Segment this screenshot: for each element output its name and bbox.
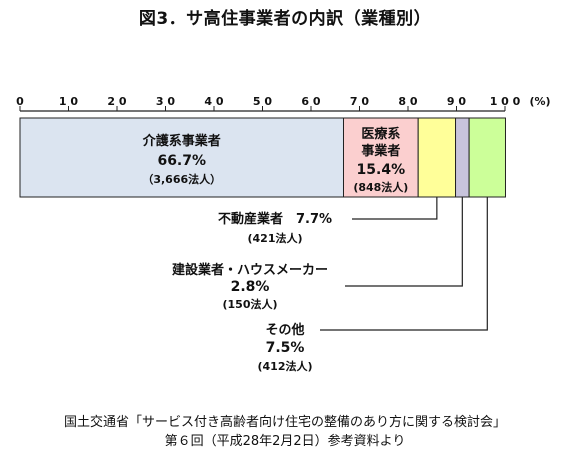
bar-segment-1 [19,117,344,198]
bar-segment-4 [455,117,470,198]
segment-5-percent: 7.5% [266,340,305,356]
segment-4-percent: 2.8% [231,279,270,295]
x-tick-label: 2 0 [107,95,126,108]
segment-3-name-percent: 不動産業者 7.7% [218,211,332,227]
x-tick-label: 5 0 [253,95,272,108]
x-tick-label: 6 0 [301,95,320,108]
x-tick-label: 7 0 [350,95,369,108]
segment-1-percent: 66.7% [157,153,206,169]
leader-line-4 [345,197,463,287]
segment-2-name-line-2: 事業者 [361,143,400,159]
segment-4-count: (150法人) [222,297,277,311]
chart-title: 図3．サ高住事業者の内訳（業種別） [138,9,432,29]
segment-1-name: 介護系事業者 [142,133,221,149]
stacked-bar-chart: 0 1 0 2 0 3 0 4 0 5 0 6 0 7 0 8 0 9 0 1 0 0 (%) 介護系… [16,95,551,373]
x-tick-label: 1 0 [59,95,78,108]
segment-2-percent: 15.4% [357,162,406,178]
x-tick-label: 8 0 [398,95,417,108]
bar-segment-2 [342,117,419,198]
segment-1-count: （3,666法人） [142,172,221,186]
bar-segments [19,117,506,198]
source-note-line-1: 国土交通省「サービス付き高齢者向け住宅の整備のあり方に関する検討会」 [63,415,506,430]
x-tick-label: 3 0 [156,95,175,108]
leader-line-5 [320,197,488,331]
x-axis: 0 1 0 2 0 3 0 4 0 5 0 6 0 7 0 8 0 9 0 1 0 0 (%) [16,95,551,112]
x-tick-label: 4 0 [204,95,223,108]
x-tick-label: 9 0 [447,95,466,108]
segment-5-name: その他 [265,322,304,338]
segment-4-name: 建設業者・ハウスメーカー [172,262,328,278]
bar-segment-3 [417,117,457,198]
x-axis-unit: (%) [529,95,550,108]
bar-segment-5 [468,117,506,198]
segment-2-count: (848法人) [353,180,408,194]
segment-5-count: (412法人) [257,359,312,373]
segment-3-count: (421法人) [247,231,302,245]
segment-2-name-line-1: 医療系 [361,126,400,142]
leader-line-3 [352,197,438,220]
x-tick-label: 1 0 0 [490,95,521,108]
x-tick-label: 0 [16,95,24,108]
source-note-line-2: 第６回（平成28年2月2日）参考資料より [164,434,406,449]
